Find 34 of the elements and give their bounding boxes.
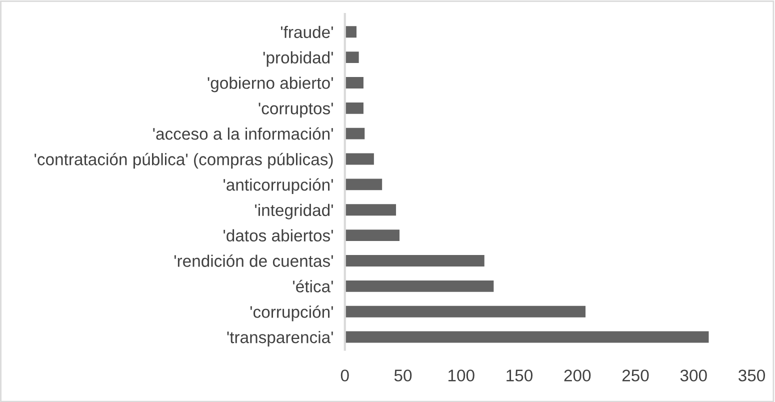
bar bbox=[344, 77, 364, 88]
bar bbox=[344, 52, 359, 64]
y-tick-label: 'fraude' bbox=[280, 26, 333, 38]
bar bbox=[344, 26, 356, 38]
y-tick-label: 'transparencia' bbox=[227, 330, 333, 347]
bar bbox=[344, 280, 494, 292]
y-tick-label: 'corruptos' bbox=[258, 102, 333, 118]
y-tick-label: 'ética' bbox=[293, 280, 333, 292]
y-tick-label: 'acceso a la información' bbox=[153, 127, 333, 140]
bar bbox=[344, 102, 364, 114]
y-tick-label: 'datos abiertos' bbox=[224, 229, 333, 242]
bar bbox=[344, 153, 374, 165]
bar bbox=[344, 128, 365, 140]
bar bbox=[344, 230, 400, 242]
x-tick-label: 100 bbox=[448, 370, 474, 382]
bar bbox=[344, 255, 484, 266]
y-tick-label: 'gobierno abierto' bbox=[208, 76, 333, 92]
bar bbox=[344, 178, 382, 190]
x-tick-label: 250 bbox=[622, 370, 649, 382]
y-tick-label: 'corrupción' bbox=[250, 305, 333, 322]
y-tick-label: 'contratación pública' (compras públicas) bbox=[34, 152, 333, 169]
x-tick-label: 50 bbox=[394, 370, 412, 382]
bar bbox=[344, 204, 396, 216]
y-tick-label: 'anticorrupción' bbox=[224, 178, 333, 194]
y-tick-label: 'rendición de cuentas' bbox=[174, 254, 333, 267]
y-tick-label: 'integridad' bbox=[255, 204, 333, 220]
bar bbox=[344, 306, 586, 318]
y-tick-label: 'probidad' bbox=[263, 51, 333, 67]
x-tick-label: 0 bbox=[340, 370, 349, 382]
x-tick-label: 150 bbox=[506, 370, 533, 382]
x-tick-label: 200 bbox=[564, 370, 591, 382]
x-tick-label: 350 bbox=[738, 370, 766, 382]
bar bbox=[344, 331, 709, 343]
x-tick-label: 300 bbox=[680, 370, 707, 382]
